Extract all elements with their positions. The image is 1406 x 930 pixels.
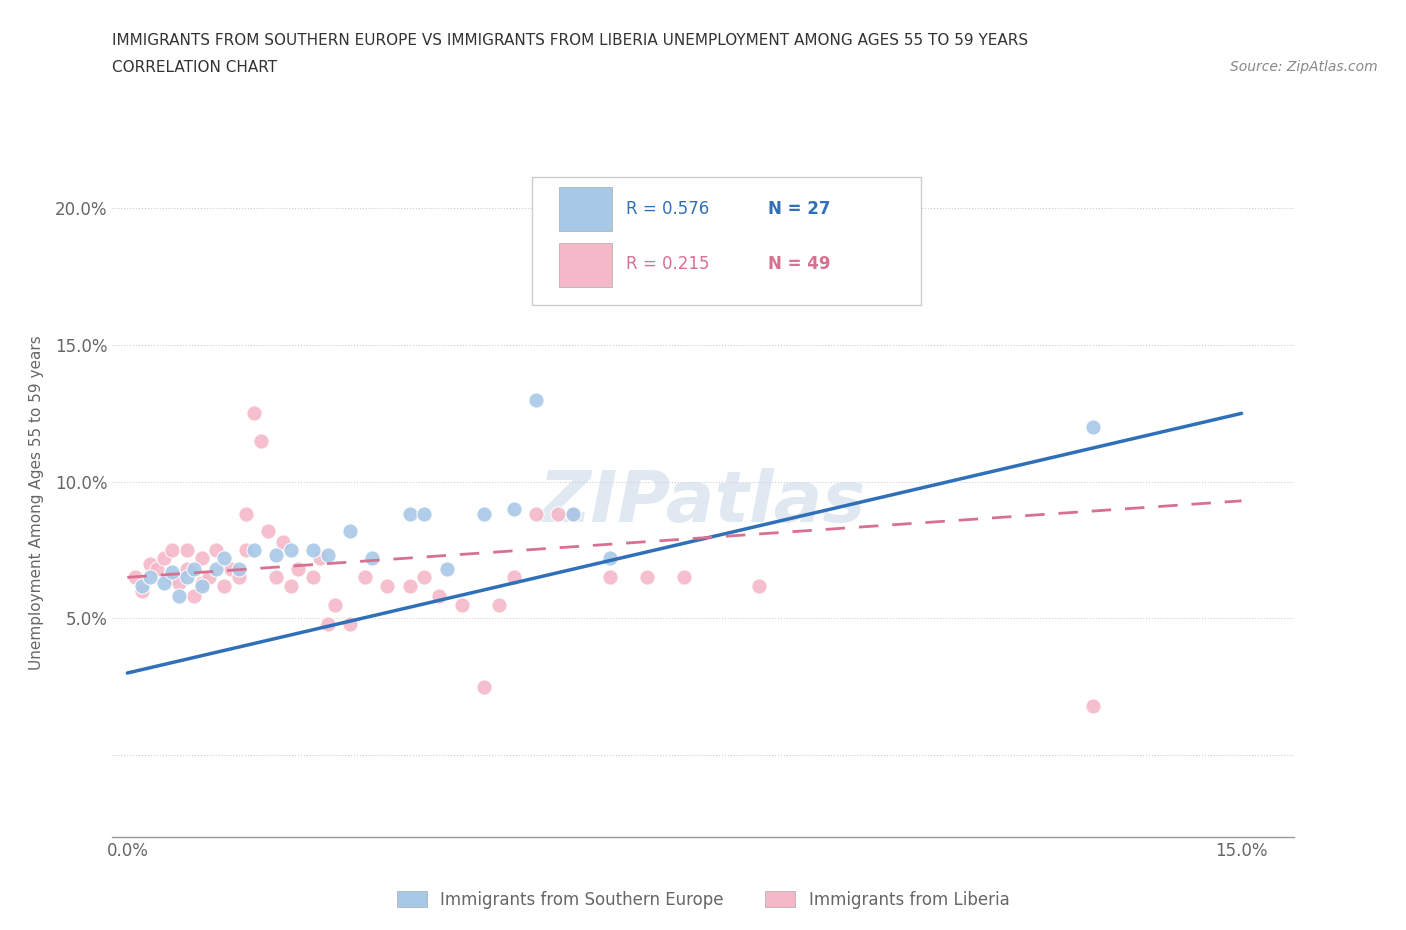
Point <box>205 542 228 557</box>
Point <box>562 507 585 522</box>
Point <box>221 562 243 577</box>
Point <box>183 589 205 604</box>
Point <box>153 551 176 565</box>
Text: Source: ZipAtlas.com: Source: ZipAtlas.com <box>1230 60 1378 74</box>
Point <box>673 570 696 585</box>
Point <box>599 570 621 585</box>
Point <box>547 507 569 522</box>
Text: IMMIGRANTS FROM SOUTHERN EUROPE VS IMMIGRANTS FROM LIBERIA UNEMPLOYMENT AMONG AG: IMMIGRANTS FROM SOUTHERN EUROPE VS IMMIG… <box>112 33 1029 47</box>
Point <box>339 524 361 538</box>
Text: R = 0.215: R = 0.215 <box>626 256 710 273</box>
Point <box>309 551 332 565</box>
Point <box>138 556 160 571</box>
Point <box>524 507 547 522</box>
Point <box>242 405 264 420</box>
Text: R = 0.576: R = 0.576 <box>626 200 710 218</box>
Point <box>131 578 153 593</box>
Point <box>264 570 287 585</box>
Point <box>354 570 377 585</box>
Text: CORRELATION CHART: CORRELATION CHART <box>112 60 277 75</box>
Point <box>302 542 325 557</box>
Point <box>413 570 436 585</box>
Point <box>488 597 510 612</box>
Text: N = 27: N = 27 <box>768 200 831 218</box>
Y-axis label: Unemployment Among Ages 55 to 59 years: Unemployment Among Ages 55 to 59 years <box>30 335 44 670</box>
Point <box>190 578 212 593</box>
Point <box>287 562 309 577</box>
Point <box>153 576 176 591</box>
Point <box>264 548 287 563</box>
Point <box>748 578 770 593</box>
Point <box>280 578 302 593</box>
Point <box>138 570 160 585</box>
Point <box>160 570 183 585</box>
Point <box>361 551 384 565</box>
Point <box>176 562 198 577</box>
Point <box>472 679 495 694</box>
Point <box>160 565 183 579</box>
Point <box>235 507 257 522</box>
Text: N = 49: N = 49 <box>768 256 831 273</box>
Point <box>472 507 495 522</box>
FancyBboxPatch shape <box>560 243 612 286</box>
Point <box>599 551 621 565</box>
Point <box>176 542 198 557</box>
Point <box>212 551 235 565</box>
Point <box>398 507 420 522</box>
Point <box>302 570 325 585</box>
Point <box>375 578 398 593</box>
Point <box>190 576 212 591</box>
Point <box>316 548 339 563</box>
Point <box>436 562 458 577</box>
Point <box>562 507 585 522</box>
Point <box>198 570 221 585</box>
Point <box>273 535 295 550</box>
FancyBboxPatch shape <box>560 188 612 231</box>
Point <box>131 584 153 599</box>
Point <box>323 597 346 612</box>
Point <box>1081 419 1104 434</box>
Point <box>146 562 169 577</box>
Point <box>228 562 250 577</box>
Point <box>235 542 257 557</box>
Point <box>228 570 250 585</box>
Point <box>242 542 264 557</box>
Point <box>257 524 280 538</box>
Point <box>524 392 547 407</box>
Point <box>280 542 302 557</box>
Point <box>1081 698 1104 713</box>
Legend: Immigrants from Southern Europe, Immigrants from Liberia: Immigrants from Southern Europe, Immigra… <box>389 884 1017 916</box>
Text: ZIPatlas: ZIPatlas <box>540 468 866 537</box>
Point <box>183 562 205 577</box>
Point <box>502 570 524 585</box>
Point <box>316 617 339 631</box>
FancyBboxPatch shape <box>531 178 921 305</box>
Point <box>169 576 191 591</box>
Point <box>398 578 420 593</box>
Point <box>205 562 228 577</box>
Point <box>450 597 472 612</box>
Point <box>176 570 198 585</box>
Point <box>413 507 436 522</box>
Point <box>339 617 361 631</box>
Point <box>190 551 212 565</box>
Point <box>212 578 235 593</box>
Point <box>502 501 524 516</box>
Point <box>636 570 658 585</box>
Point <box>169 589 191 604</box>
Point <box>250 433 273 448</box>
Point <box>160 542 183 557</box>
Point <box>427 589 450 604</box>
Point <box>124 570 146 585</box>
